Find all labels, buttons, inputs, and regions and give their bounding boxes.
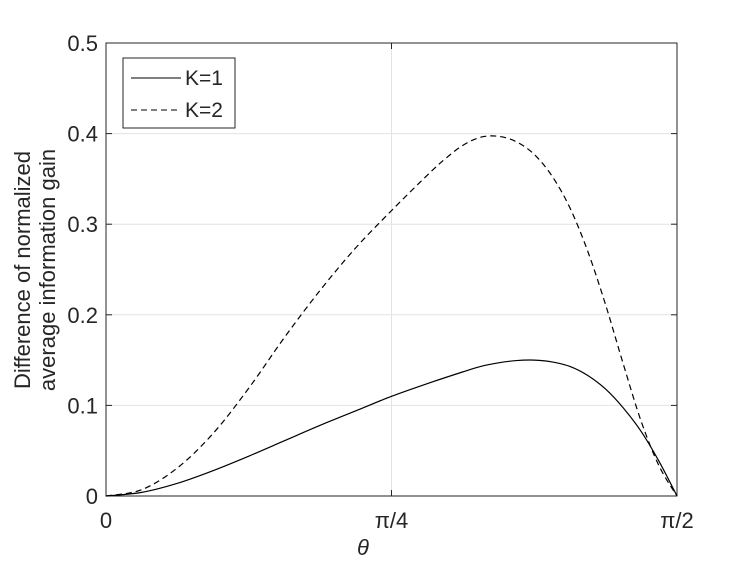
x-tick-label: π/4 [375, 508, 409, 533]
series-lines [105, 135, 678, 497]
grid [106, 43, 677, 496]
x-axis-label: θ [357, 535, 369, 560]
y-tick-label: 0 [86, 484, 98, 509]
x-tick-label: 0 [100, 508, 112, 533]
y-axis-label-line-1: Difference of normalized [10, 151, 35, 389]
y-axis-label-line-2: average information gain [35, 149, 60, 391]
y-tick-label: 0.5 [67, 31, 98, 56]
legend-label-k1: K=1 [185, 67, 223, 90]
legend: K=1 K=2 [122, 57, 236, 129]
axis-ticks: 0 0.1 0.2 0.3 0.4 0.5 0 π/4 π/2 [67, 31, 693, 533]
series-line-k1 [105, 359, 678, 497]
legend-box [122, 57, 236, 129]
y-tick-label: 0.1 [67, 393, 98, 418]
x-tick-label: π/2 [660, 508, 694, 533]
legend-label-k2: K=2 [185, 99, 223, 122]
y-tick-label: 0.4 [67, 122, 98, 147]
y-tick-label: 0.3 [67, 212, 98, 237]
series-line-k2 [105, 135, 678, 497]
y-tick-label: 0.2 [67, 303, 98, 328]
